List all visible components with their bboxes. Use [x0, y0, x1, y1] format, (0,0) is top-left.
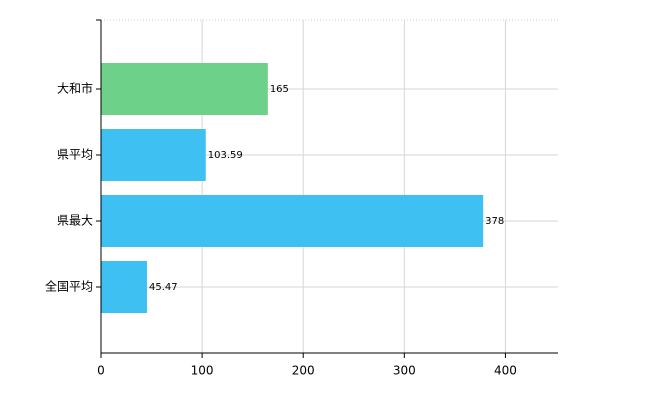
y-tick-label: 大和市	[57, 81, 93, 96]
bar	[101, 195, 484, 247]
value-label: 103.59	[208, 150, 243, 161]
bar	[101, 63, 268, 115]
x-tick-label: 400	[494, 364, 517, 378]
x-tick-label: 300	[393, 364, 416, 378]
y-tick-label: 県最大	[57, 214, 93, 228]
x-tick-label: 200	[292, 364, 315, 378]
x-tick-label: 0	[97, 364, 105, 378]
bar	[101, 261, 147, 313]
x-tick-label: 100	[191, 364, 214, 378]
y-tick-label: 全国平均	[45, 279, 93, 294]
value-label: 165	[270, 84, 289, 95]
bar	[101, 129, 206, 181]
value-label: 45.47	[149, 282, 178, 293]
value-label: 378	[485, 216, 504, 227]
y-tick-label: 県平均	[57, 148, 93, 162]
